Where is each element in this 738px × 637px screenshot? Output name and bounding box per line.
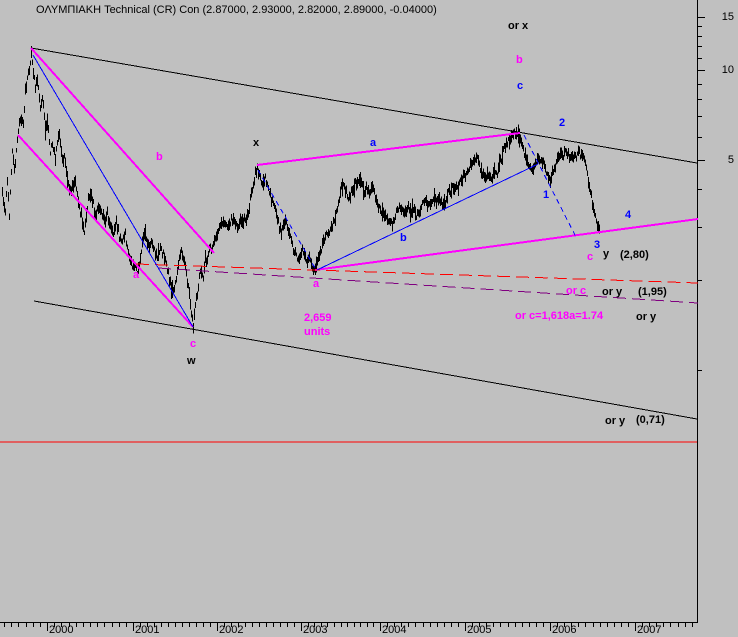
- lower-black-trendline: [33, 300, 698, 420]
- annotation-wave-3: 3: [594, 239, 601, 251]
- x-axis-label-2003: 2003: [303, 624, 328, 636]
- bear-channel-upper-magenta: [30, 47, 215, 254]
- chart-title: ΟΛΥΜΠΙΑΚΗ Technical (CR) Con (2.87000, 2…: [36, 4, 437, 16]
- blue-advance-line: [316, 163, 539, 271]
- wedge-lower-magenta: [314, 218, 699, 271]
- annotation-wave-a-mid: a: [313, 278, 320, 290]
- x-axis-label-2000: 2000: [49, 624, 74, 636]
- annotation-wave-4: 4: [625, 209, 632, 221]
- annotation-units-value: 2,659: [304, 312, 332, 324]
- annotation-target-2-80: (2,80): [620, 249, 649, 261]
- annotation-target-0-71: (0,71): [636, 414, 665, 426]
- x-axis-label-2007: 2007: [637, 624, 662, 636]
- x-axis-label-2006: 2006: [552, 624, 577, 636]
- annotation-wave-x: x: [253, 137, 260, 149]
- annotation-or-y-ratio: or y: [636, 311, 657, 323]
- annotation-or-c-ratio: or c=1,618a=1.74: [515, 310, 604, 322]
- price-series: [2, 45, 600, 334]
- x-axis-label-2001: 2001: [135, 624, 160, 636]
- wedge-upper-magenta: [256, 132, 521, 166]
- annotation-or-x: or x: [508, 20, 529, 32]
- blue-dashed-x-to-a: [257, 169, 316, 269]
- annotation-or-c: or c: [566, 285, 587, 297]
- annotation-units-word: units: [304, 326, 331, 338]
- x-axis-label-2005: 2005: [467, 624, 492, 636]
- annotation-wave-c-top: c: [517, 80, 524, 92]
- annotation-wave-1: 1: [543, 189, 550, 201]
- annotation-wave-c-end: c: [587, 251, 594, 263]
- annotation-wave-2: 2: [559, 117, 566, 129]
- annotation-wave-b-top: b: [516, 54, 523, 66]
- blue-decline-line: [32, 54, 194, 328]
- upper-black-trendline: [30, 47, 698, 164]
- blue-dashed-decline: [523, 134, 577, 238]
- y-axis-label-15: 15: [721, 11, 734, 23]
- annotation-or-y-mid: or y: [602, 286, 623, 298]
- annotation-wave-b-left: b: [156, 151, 163, 163]
- annotation-wave-c-low: c: [190, 338, 197, 350]
- x-axis-label-2004: 2004: [382, 624, 407, 636]
- annotation-wave-b-mid: b: [400, 232, 407, 244]
- bear-channel-lower-magenta: [17, 134, 194, 328]
- annotation-wave-a-upper: a: [370, 137, 377, 149]
- annotation-wave-a-left: a: [133, 269, 140, 281]
- annotation-target-1-95: (1,95): [638, 286, 667, 298]
- annotation-or-y-low: or y: [605, 415, 626, 427]
- annotation-wave-y-end: y: [603, 248, 610, 260]
- purple-dashed-projection: [157, 267, 699, 304]
- y-axis-label-5: 5: [727, 154, 734, 166]
- y-axis-label-10: 10: [721, 64, 734, 76]
- red-dashed-projection: [135, 263, 699, 284]
- x-axis-label-2002: 2002: [219, 624, 244, 636]
- annotation-wave-w: w: [187, 355, 196, 367]
